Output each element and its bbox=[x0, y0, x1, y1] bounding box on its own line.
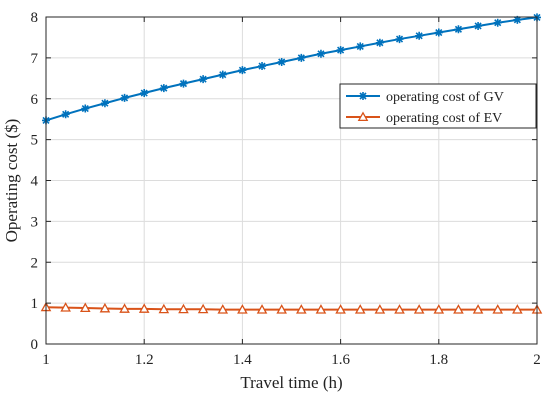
data-point bbox=[357, 111, 369, 122]
data-point bbox=[178, 303, 189, 314]
y-tick-label: 7 bbox=[31, 51, 39, 67]
data-point bbox=[297, 53, 306, 62]
data-point bbox=[140, 89, 149, 98]
data-point bbox=[472, 304, 484, 314]
data-point bbox=[138, 303, 150, 313]
data-point bbox=[374, 304, 386, 314]
data-point bbox=[199, 75, 208, 84]
data-point bbox=[296, 304, 307, 314]
data-point bbox=[159, 84, 168, 93]
data-point bbox=[395, 35, 404, 44]
data-point bbox=[218, 70, 227, 79]
y-tick-label: 0 bbox=[31, 337, 39, 353]
data-point bbox=[120, 93, 129, 102]
data-point bbox=[60, 302, 71, 312]
data-point bbox=[315, 304, 327, 314]
y-axis-label: Operating cost ($) bbox=[2, 119, 21, 243]
x-tick-labels: 1 1.2 1.4 1.6 1.8 2 bbox=[42, 352, 541, 368]
data-point bbox=[316, 49, 325, 58]
data-point bbox=[354, 304, 366, 314]
data-point bbox=[79, 302, 91, 313]
data-point bbox=[513, 15, 522, 24]
data-point bbox=[433, 304, 445, 314]
x-axis-label: Travel time (h) bbox=[240, 373, 342, 392]
data-point bbox=[100, 99, 109, 108]
data-point bbox=[197, 303, 209, 314]
x-tick-label: 1.6 bbox=[331, 352, 350, 368]
legend-item: operating cost of GV bbox=[346, 90, 504, 105]
x-tick-label: 1.2 bbox=[135, 352, 154, 368]
data-point bbox=[454, 25, 463, 34]
data-point bbox=[179, 79, 188, 88]
data-point bbox=[258, 62, 267, 71]
data-point bbox=[99, 302, 111, 313]
data-point bbox=[277, 57, 286, 66]
data-point bbox=[356, 42, 365, 51]
x-tick-label: 1.8 bbox=[429, 352, 448, 368]
data-point bbox=[61, 110, 70, 119]
x-tick-label: 2 bbox=[533, 352, 541, 368]
data-point bbox=[413, 304, 425, 314]
data-point bbox=[434, 28, 443, 37]
data-point bbox=[81, 104, 90, 113]
data-point bbox=[238, 66, 247, 75]
x-tick-label: 1 bbox=[42, 352, 50, 368]
data-point bbox=[119, 303, 130, 313]
legend-items: operating cost of GV operating cost of EV bbox=[346, 90, 504, 126]
y-tick-label: 5 bbox=[31, 133, 39, 149]
legend-label: operating cost of EV bbox=[386, 111, 502, 126]
data-point bbox=[276, 304, 287, 314]
data-point bbox=[394, 304, 405, 314]
y-tick-label: 2 bbox=[31, 255, 39, 271]
legend-box bbox=[339, 83, 537, 129]
data-point bbox=[493, 18, 502, 27]
data-point bbox=[375, 38, 384, 47]
y-tick-label: 3 bbox=[31, 214, 39, 230]
legend: operating cost of GV operating cost of EV bbox=[339, 83, 537, 129]
data-point bbox=[492, 304, 504, 314]
data-point bbox=[415, 31, 424, 40]
y-tick-label: 4 bbox=[31, 174, 39, 190]
legend-label: operating cost of GV bbox=[386, 90, 504, 105]
data-point bbox=[336, 46, 345, 55]
series-line bbox=[45, 306, 537, 311]
data-point bbox=[158, 303, 170, 314]
y-tick-label: 8 bbox=[31, 10, 39, 26]
data-point bbox=[217, 304, 229, 314]
y-tick-label: 1 bbox=[31, 296, 39, 312]
data-point bbox=[256, 304, 268, 314]
data-point bbox=[474, 21, 483, 30]
y-tick-labels: 0 1 2 3 4 5 6 7 8 bbox=[31, 10, 39, 353]
axis-ticks bbox=[45, 16, 538, 345]
data-point bbox=[237, 304, 248, 314]
y-tick-label: 6 bbox=[31, 92, 39, 108]
data-point bbox=[359, 92, 367, 100]
data-point bbox=[453, 304, 464, 314]
data-point bbox=[512, 304, 523, 314]
data-point bbox=[335, 304, 346, 314]
x-tick-label: 1.4 bbox=[233, 352, 252, 368]
legend-item: operating cost of EV bbox=[346, 111, 502, 126]
